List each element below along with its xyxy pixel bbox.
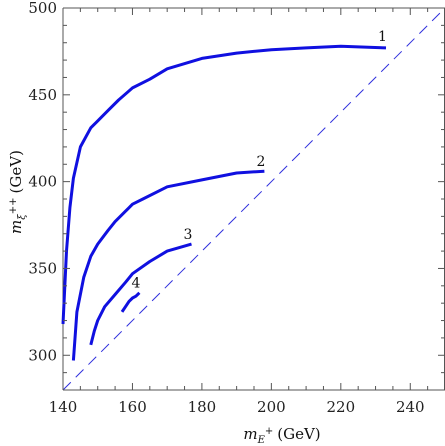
x-tick-label: 160	[118, 398, 147, 416]
x-axis-title: mE+ (GeV)	[243, 425, 320, 446]
curve-label-2: 2	[256, 154, 265, 170]
y-axis-symbol: m	[7, 220, 25, 234]
x-axis-symbol: m	[243, 425, 257, 443]
diagonal-reference	[62, 7, 445, 391]
curve-label-3: 3	[184, 227, 193, 243]
curve-labels: 1 2 3 4	[131, 29, 386, 292]
x-tick-label: 140	[49, 398, 78, 416]
y-tick-label: 450	[28, 86, 57, 104]
y-axis-unit: (GeV)	[7, 150, 25, 193]
y-tick-label: 300	[28, 346, 57, 364]
x-axis-sup: +	[265, 426, 273, 437]
diagonal-line	[62, 7, 445, 391]
y-tick-label: 500	[28, 0, 57, 17]
y-tick-label: 400	[28, 173, 57, 191]
curve-4	[120, 291, 141, 313]
x-axis-sub: E	[257, 435, 266, 446]
x-tick-label: 220	[326, 398, 355, 416]
y-axis-sub: ξ	[17, 214, 28, 220]
y-axis-ticks: 300 350 400 450 500	[28, 0, 445, 391]
x-tick-label: 200	[257, 398, 286, 416]
curves	[61, 44, 387, 361]
curve-label-4: 4	[131, 276, 140, 292]
x-tick-label: 240	[396, 398, 425, 416]
x-axis-unit: (GeV)	[277, 425, 320, 443]
x-axis-ticks: 140 160 180 200 220 240	[49, 8, 445, 416]
curve-1	[61, 44, 387, 325]
curve-label-1: 1	[378, 29, 387, 45]
x-tick-label: 180	[188, 398, 217, 416]
curve-3	[89, 242, 192, 346]
y-axis-title: mξ++ (GeV)	[7, 150, 28, 234]
y-tick-label: 350	[28, 259, 57, 277]
curve-2	[71, 169, 265, 361]
y-axis-sup: ++	[8, 197, 19, 214]
